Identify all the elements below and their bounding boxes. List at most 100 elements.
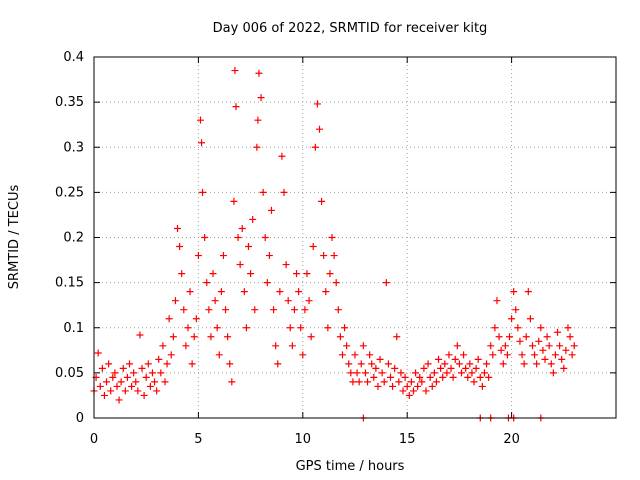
data-point: [547, 360, 555, 368]
x-tick-label: 20: [503, 432, 520, 447]
data-point: [531, 351, 539, 359]
data-point: [341, 324, 349, 332]
data-point: [416, 373, 424, 381]
data-point: [539, 346, 547, 354]
data-point: [125, 360, 133, 368]
data-point: [311, 143, 319, 151]
data-point: [445, 351, 453, 359]
data-point: [376, 355, 384, 363]
data-point: [253, 143, 261, 151]
data-point: [169, 333, 177, 341]
data-point: [478, 382, 486, 390]
y-axis-label: SRMTID / TECUs: [7, 185, 22, 290]
data-point: [100, 391, 108, 399]
data-point: [564, 324, 572, 332]
data-point: [343, 342, 351, 350]
data-point: [397, 369, 405, 377]
data-point: [167, 351, 175, 359]
data-point: [257, 94, 265, 102]
data-point: [420, 364, 428, 372]
data-point: [560, 364, 568, 372]
data-point: [476, 373, 484, 381]
data-point: [209, 270, 217, 278]
data-point: [313, 100, 321, 108]
data-point: [301, 306, 309, 314]
data-point: [151, 378, 159, 386]
data-point: [568, 351, 576, 359]
y-tick-label: 0.4: [63, 50, 84, 65]
data-point: [435, 355, 443, 363]
y-tick-label: 0.35: [55, 95, 84, 110]
data-point: [328, 234, 336, 241]
data-point: [107, 387, 115, 395]
data-point: [326, 270, 334, 278]
data-point: [514, 324, 522, 332]
data-point: [526, 315, 534, 323]
data-point: [361, 369, 369, 377]
data-point: [236, 261, 244, 269]
data-point: [468, 369, 476, 377]
data-point: [180, 306, 188, 314]
data-point: [389, 382, 397, 390]
data-point: [424, 360, 432, 368]
data-point: [393, 333, 401, 341]
data-point: [441, 360, 449, 368]
data-point: [278, 152, 286, 160]
data-point: [364, 378, 372, 386]
data-point: [353, 369, 361, 377]
data-point: [320, 252, 328, 260]
data-point: [96, 382, 104, 390]
data-point: [196, 116, 204, 124]
data-point: [401, 373, 409, 381]
data-point: [338, 351, 346, 359]
y-tick-label: 0.2: [63, 231, 84, 246]
data-point: [457, 369, 465, 377]
data-point: [284, 297, 292, 305]
x-tick-label: 5: [194, 432, 202, 447]
data-point: [205, 306, 213, 314]
y-tick-label: 0.15: [55, 276, 84, 291]
y-tick-label: 0.1: [63, 321, 84, 336]
data-point: [518, 351, 526, 359]
data-point: [267, 206, 275, 214]
data-point: [535, 337, 543, 345]
data-point: [161, 378, 169, 386]
data-point: [245, 243, 253, 251]
data-point: [309, 243, 317, 251]
data-point: [247, 270, 255, 278]
data-point: [140, 391, 148, 399]
data-point: [368, 360, 376, 368]
data-point: [293, 270, 301, 278]
data-point: [230, 197, 238, 205]
data-point: [370, 373, 378, 381]
data-point: [447, 364, 455, 372]
data-point: [324, 324, 332, 332]
data-point: [437, 364, 445, 372]
data-point: [171, 297, 179, 305]
data-point: [203, 279, 211, 287]
data-point: [345, 360, 353, 368]
data-point: [249, 215, 257, 223]
data-point: [566, 333, 574, 341]
data-point: [545, 342, 553, 350]
scatter-points: [90, 67, 578, 422]
data-point: [412, 369, 420, 377]
data-point: [303, 270, 311, 278]
chart-title: Day 006 of 2022, SRMTID for receiver kit…: [213, 21, 488, 36]
data-point: [418, 378, 426, 386]
data-point: [466, 360, 474, 368]
y-axis-ticks: 0 0.05 0.1 0.15 0.2 0.25 0.3 0.35 0.4: [55, 50, 616, 426]
data-point: [123, 373, 131, 381]
data-point: [474, 355, 482, 363]
data-point: [163, 360, 171, 368]
data-point: [240, 288, 248, 296]
data-point: [222, 306, 230, 314]
data-point: [549, 369, 557, 377]
data-point: [556, 342, 564, 350]
data-point: [115, 396, 123, 404]
data-point: [332, 279, 340, 287]
data-point: [121, 387, 129, 395]
data-point: [217, 288, 225, 296]
x-axis-ticks: 0 5 10 15 20: [90, 57, 520, 447]
data-point: [98, 364, 106, 372]
